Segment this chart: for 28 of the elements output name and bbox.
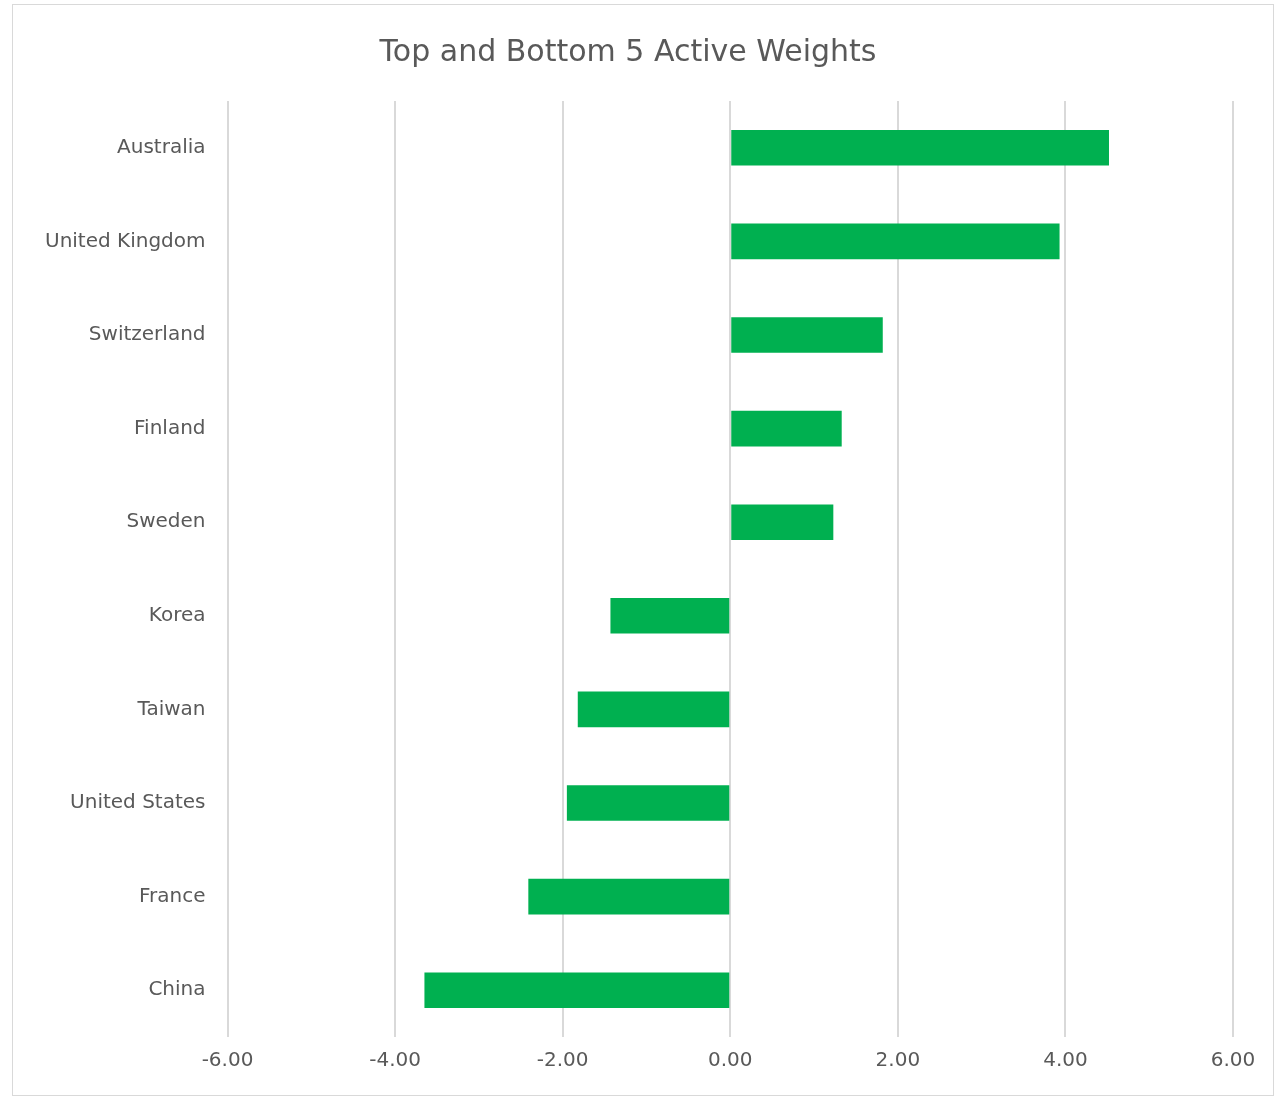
y-tick-label: United States (70, 789, 206, 814)
x-tick-label: 6.00 (1210, 1047, 1256, 1072)
bar (577, 691, 730, 728)
y-tick-label: Finland (134, 414, 206, 439)
y-tick-label: Taiwan (136, 695, 206, 720)
bar (731, 317, 883, 353)
x-tick-label: -2.00 (536, 1047, 589, 1072)
x-tick-label: 0.00 (708, 1047, 753, 1072)
bar (566, 785, 730, 821)
x-tick-label: 4.00 (1043, 1047, 1088, 1072)
y-tick-label: Korea (148, 602, 206, 626)
bar (731, 223, 1060, 260)
y-tick-label: United Kingdom (45, 227, 206, 252)
chart-title: Top and Bottom 5 Active Weights (378, 32, 877, 68)
y-tick-label: Australia (117, 134, 206, 158)
y-tick-label: Switzerland (88, 321, 206, 346)
y-tick-label: China (148, 976, 206, 1001)
y-tick-label: Sweden (126, 508, 206, 533)
x-tick-label: -6.00 (201, 1047, 254, 1072)
x-tick-label: 2.00 (875, 1047, 921, 1072)
bar (528, 878, 730, 915)
y-tick-label: France (139, 882, 206, 907)
bar (424, 972, 730, 1008)
bar (731, 410, 842, 447)
bar (731, 130, 1109, 166)
bar (731, 504, 834, 540)
bar (610, 598, 730, 634)
x-tick-label: -4.00 (369, 1047, 421, 1072)
